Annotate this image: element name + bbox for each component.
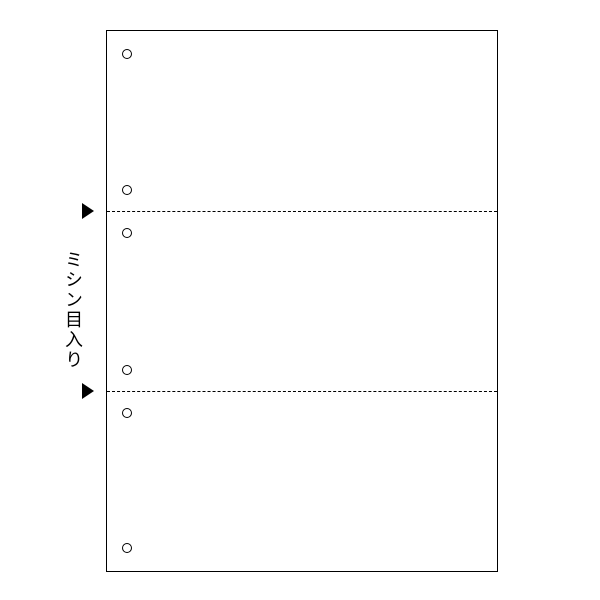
perforation-line [107,211,497,212]
perforation-line [107,391,497,392]
arrow-indicator-icon [82,383,94,399]
diagram-container: ミシン目入り [0,0,600,600]
arrow-indicator-icon [82,203,94,219]
punch-hole [122,365,132,375]
punch-hole [122,543,132,553]
punch-hole [122,185,132,195]
perforation-label: ミシン目入り [60,250,86,370]
punch-hole [122,49,132,59]
punch-hole [122,228,132,238]
paper-sheet [106,30,498,572]
punch-hole [122,408,132,418]
